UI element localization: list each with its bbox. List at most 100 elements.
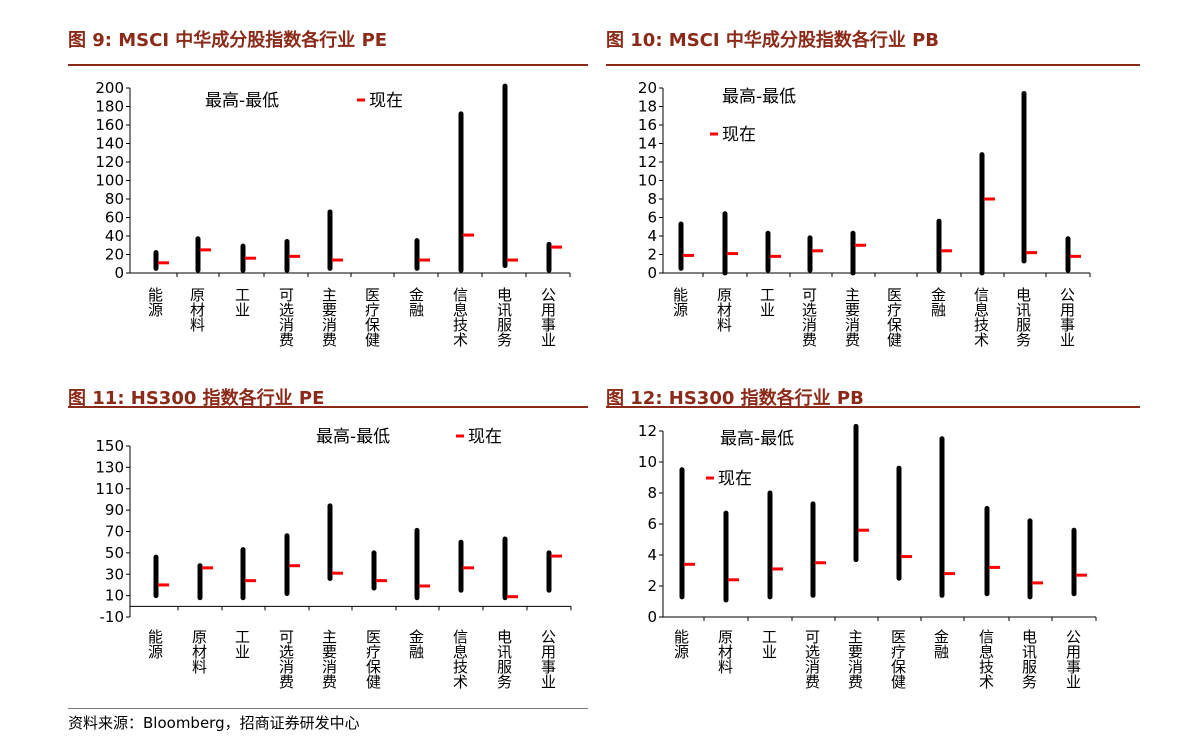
category-label: 信息技术 (977, 629, 995, 689)
legend-range-label: 最高-最低 (205, 91, 279, 111)
category-label: 能源 (671, 287, 689, 317)
category-label: 主要消费 (320, 629, 338, 689)
y-tick-label: 4 (647, 546, 657, 564)
category-label: 金融 (407, 287, 425, 317)
title-rule (68, 406, 588, 408)
y-tick-label: 18 (638, 98, 657, 116)
chart-title: 图 9: MSCI 中华成分股指数各行业 PE (68, 30, 388, 51)
y-tick-label: 8 (647, 484, 657, 502)
y-tick-label: 0 (647, 264, 657, 282)
category-label: 可选消费 (277, 287, 295, 347)
y-tick-label: 120 (95, 153, 124, 171)
category-label: 工业 (233, 629, 251, 659)
y-tick-label: 10 (638, 453, 657, 471)
chart-panel-msci-pe: 图 9: MSCI 中华成分股指数各行业 PE 0 20 40 60 80 100 120 1… (68, 26, 588, 348)
y-tick-label: 70 (105, 523, 124, 541)
chart-svg: 0 2 4 6 8 10 12 能源 原材料 工业 可选消费 主要消费 医疗保健 金融 信息技术 电讯服务 公用… (638, 422, 1097, 690)
category-label: 原材料 (190, 629, 208, 674)
y-tick-label: 6 (647, 209, 657, 227)
title-rule (68, 64, 588, 66)
source-note: 资料来源：Bloomberg，招商证券研发中心 (68, 714, 360, 732)
category-label: 能源 (672, 629, 690, 659)
y-tick-label: 100 (95, 172, 124, 190)
y-tick-label: 160 (95, 116, 124, 134)
y-tick-label: 130 (95, 458, 124, 476)
category-label: 医疗保健 (889, 629, 907, 690)
top-rule (0, 0, 1190, 4)
category-label: 工业 (233, 287, 251, 317)
chart-panel-hs300-pe: 图 11: HS300 指数各行业 PE -10 10 30 50 70 90 110 130… (68, 384, 588, 690)
category-label: 电讯服务 (495, 629, 513, 690)
category-label: 可选消费 (277, 629, 295, 689)
y-tick-label: 20 (105, 246, 124, 264)
y-tick-label: 110 (95, 480, 124, 498)
category-label: 金融 (929, 287, 947, 317)
y-tick-label: 0 (114, 264, 124, 282)
y-tick-label: 0 (647, 608, 657, 626)
y-tick-label: 80 (105, 190, 124, 208)
chart-panel-hs300-pb: 图 12: HS300 指数各行业 PB 0 2 4 6 8 10 12 能源 原材料 工业 可选消… (606, 384, 1140, 690)
category-label: 主要消费 (846, 629, 864, 689)
y-tick-label: 90 (105, 501, 124, 519)
title-rule (606, 406, 1140, 408)
category-label: 主要消费 (843, 287, 861, 347)
category-label: 电讯服务 (1020, 629, 1038, 690)
title-rule (606, 64, 1140, 66)
chart-title: 图 10: MSCI 中华成分股指数各行业 PB (606, 30, 940, 51)
y-tick-label: 40 (105, 227, 124, 245)
category-label: 医疗保健 (885, 287, 903, 348)
chart-title: 图 11: HS300 指数各行业 PE (68, 388, 325, 409)
legend-range-label: 最高-最低 (316, 427, 390, 447)
category-label: 可选消费 (800, 287, 818, 347)
category-label: 医疗保健 (363, 287, 381, 348)
y-tick-label: 2 (647, 246, 657, 264)
y-tick-label: 60 (105, 209, 124, 227)
category-label: 能源 (146, 287, 164, 317)
y-tick-label: 20 (638, 79, 657, 97)
chart-svg: -10 10 30 50 70 90 110 130 150 能源 原材料 工业 可选消费 主要消费 医疗保… (95, 427, 572, 690)
chart-panel-msci-pb: 图 10: MSCI 中华成分股指数各行业 PB 0 2 4 6 8 10 12 14 16 18… (606, 26, 1140, 348)
y-tick-label: 4 (647, 227, 657, 245)
y-tick-label: 16 (638, 116, 657, 134)
category-label: 可选消费 (803, 629, 821, 689)
category-label: 公用事业 (539, 629, 557, 689)
y-tick-label: -10 (100, 608, 125, 626)
category-label: 金融 (932, 629, 950, 659)
y-tick-label: 12 (638, 422, 657, 440)
category-label: 原材料 (188, 287, 206, 332)
category-label: 能源 (146, 629, 164, 659)
y-tick-label: 10 (105, 587, 124, 605)
legend-current-label: 现在 (468, 427, 502, 447)
y-tick-label: 50 (105, 544, 124, 562)
y-tick-label: 2 (647, 577, 657, 595)
category-label: 工业 (760, 629, 778, 659)
y-tick-label: 140 (95, 135, 124, 153)
y-tick-label: 14 (638, 135, 657, 153)
y-tick-label: 12 (638, 153, 657, 171)
category-label: 信息技术 (451, 287, 469, 347)
category-label: 电讯服务 (495, 287, 513, 348)
legend-current-label: 现在 (718, 469, 752, 489)
y-tick-label: 6 (647, 515, 657, 533)
y-tick-label: 10 (638, 172, 657, 190)
category-label: 公用事业 (539, 287, 557, 347)
category-label: 原材料 (716, 629, 734, 674)
category-label: 电讯服务 (1014, 287, 1032, 348)
legend-range-label: 最高-最低 (722, 87, 796, 107)
legend-current-label: 现在 (722, 125, 756, 145)
y-tick-label: 30 (105, 565, 124, 583)
chart-title: 图 12: HS300 指数各行业 PB (606, 388, 864, 409)
category-label: 工业 (758, 287, 776, 317)
y-tick-label: 8 (647, 190, 657, 208)
category-label: 公用事业 (1058, 287, 1076, 347)
y-tick-label: 200 (95, 79, 124, 97)
category-label: 金融 (407, 629, 425, 659)
y-tick-label: 150 (95, 437, 124, 455)
category-label: 公用事业 (1064, 629, 1082, 689)
category-label: 信息技术 (451, 629, 469, 689)
category-label: 原材料 (715, 287, 733, 332)
category-label: 医疗保健 (364, 629, 382, 690)
footer-rule (68, 708, 588, 709)
